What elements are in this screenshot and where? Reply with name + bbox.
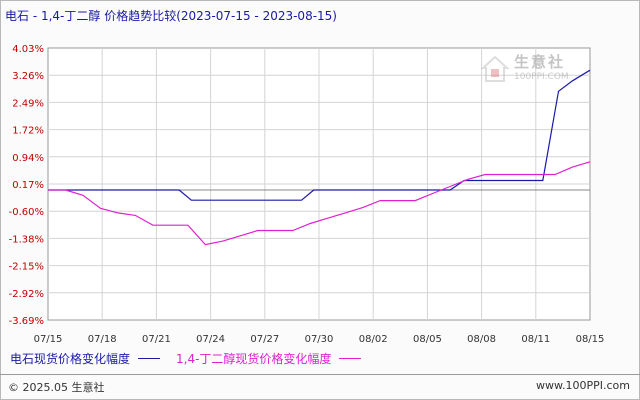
watermark: 生意社 100PPI.COM	[480, 54, 600, 90]
y-tick-label: 3.26%	[12, 71, 44, 82]
x-tick-label: 07/24	[196, 334, 225, 345]
y-tick-label: -2.15%	[9, 262, 44, 273]
x-tick-label: 08/15	[576, 334, 605, 345]
chart-title: 电石 - 1,4-丁二醇 价格趋势比较(2023-07-15 - 2023-08…	[5, 9, 337, 23]
y-tick-label: -2.92%	[9, 289, 44, 300]
x-tick-label: 07/15	[34, 334, 63, 345]
x-tick-label: 07/18	[88, 334, 117, 345]
watermark-url: 100PPI.COM	[514, 72, 569, 82]
footer-divider	[0, 374, 640, 375]
x-tick-label: 07/30	[305, 334, 334, 345]
y-tick-label: -3.69%	[9, 316, 44, 327]
legend-label-series2: 1,4-丁二醇现货价格变化幅度	[176, 352, 332, 366]
y-tick-label: 4.03%	[12, 44, 44, 55]
x-tick-label: 07/21	[142, 334, 171, 345]
legend-label-series1: 电石现货价格变化幅度	[10, 352, 131, 366]
y-tick-label: 1.72%	[12, 126, 44, 137]
legend-item-series2: 1,4-丁二醇现货价格变化幅度	[176, 350, 362, 367]
y-tick-label: 2.49%	[12, 98, 44, 109]
footer-link[interactable]: www.100PPI.com	[536, 379, 630, 392]
x-tick-label: 08/05	[413, 334, 442, 345]
y-tick-label: 0.17%	[12, 180, 44, 191]
y-tick-label: 0.94%	[12, 153, 44, 164]
footer-copyright: © 2025.05 生意社	[8, 381, 105, 394]
legend-swatch-series2	[339, 357, 362, 360]
series-line-2	[48, 161, 591, 246]
y-tick-label: -1.38%	[9, 234, 44, 245]
x-tick-label: 08/08	[467, 334, 496, 345]
house-icon	[480, 55, 510, 82]
legend-item-series1: 电石现货价格变化幅度	[10, 350, 161, 367]
watermark-text: 生意社	[514, 53, 566, 71]
series-line-1	[48, 69, 591, 201]
y-tick-label: -0.60%	[9, 207, 44, 218]
x-tick-label: 08/02	[359, 334, 388, 345]
legend: 电石现货价格变化幅度 1,4-丁二醇现货价格变化幅度	[10, 350, 377, 367]
x-tick-label: 08/11	[521, 334, 550, 345]
x-tick-label: 07/27	[250, 334, 279, 345]
legend-swatch-series1	[138, 357, 161, 360]
